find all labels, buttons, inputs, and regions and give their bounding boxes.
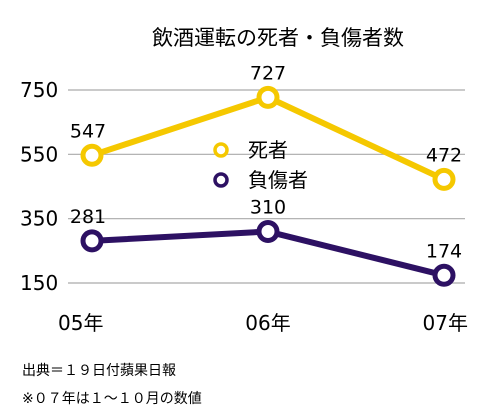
y-tick-label: 350 [20, 207, 58, 231]
y-tick-label: 150 [20, 271, 58, 295]
data-label: 174 [426, 240, 462, 262]
data-point [80, 143, 104, 167]
data-label: 310 [250, 197, 286, 219]
y-tick-label: 750 [20, 78, 58, 102]
y-axis-ticks: 750 550 350 150 [20, 78, 58, 295]
data-point [80, 229, 104, 253]
data-point [432, 263, 456, 287]
data-point [256, 85, 280, 109]
series-group: 547 727 472 281 310 174 [70, 62, 462, 287]
data-label: 547 [70, 120, 106, 142]
data-point [256, 220, 280, 244]
data-label: 472 [426, 144, 462, 166]
chart-title: 飲酒運転の死者・負傷者数 [152, 26, 404, 50]
legend-label: 死者 [248, 138, 288, 162]
x-tick-label: 07年 [423, 311, 468, 335]
x-axis-ticks: 05年 06年 07年 [58, 311, 468, 335]
legend-marker [213, 142, 229, 158]
source-note: 出典＝１９日付蘋果日報 [22, 363, 176, 379]
data-point [432, 167, 456, 191]
data-label: 727 [250, 62, 286, 84]
legend-label: 負傷者 [248, 168, 308, 192]
x-tick-label: 06年 [245, 311, 290, 335]
period-note: ※０７年は１〜１０月の数値 [22, 391, 202, 407]
x-tick-label: 05年 [58, 311, 103, 335]
data-label: 281 [70, 206, 106, 228]
y-tick-label: 550 [20, 142, 58, 166]
legend-marker [213, 172, 229, 188]
